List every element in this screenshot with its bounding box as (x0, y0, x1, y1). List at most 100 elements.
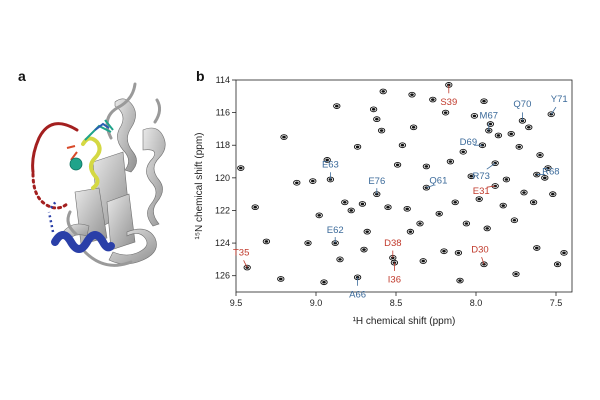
peak (416, 220, 424, 227)
peak-contour-core (405, 207, 409, 211)
peak-contour-core (509, 132, 513, 136)
x-axis-title: ¹H chemical shift (ppm) (353, 316, 456, 327)
assignment-label-e76: E76 (368, 176, 385, 187)
peak-contour-outer (441, 109, 450, 116)
peak-contour-outer (440, 248, 448, 255)
y-tick-label: 126 (215, 271, 230, 281)
peak-contour-outer (358, 201, 367, 207)
peak-contour-core (442, 249, 446, 253)
peak-contour-core (355, 276, 360, 279)
peak-contour-core (375, 117, 379, 121)
assignment-label-q61: Q61 (429, 176, 447, 187)
x-tick-label: 9.5 (230, 298, 243, 308)
leader-r73 (486, 162, 496, 170)
peak (409, 124, 418, 131)
peak-contour-core (279, 277, 283, 281)
peak-contour-outer (435, 210, 443, 217)
peak-contour-outer (451, 199, 459, 206)
peak (377, 127, 386, 134)
peak-contour-outer (491, 183, 499, 189)
peak (541, 174, 549, 181)
peak-contour-core (322, 280, 326, 284)
peak-contour-outer (480, 261, 488, 268)
peak-contour-core (469, 174, 474, 178)
peak-contour-core (493, 184, 498, 188)
peak (277, 276, 285, 282)
peak (475, 196, 483, 202)
y-axis-ticks: 114 116 118 120 122 124 126 (215, 75, 236, 281)
peak (419, 258, 427, 264)
peak-contour-core (424, 165, 429, 168)
peak-contour-outer (304, 240, 312, 246)
peak-contour-core (527, 125, 531, 129)
peak-contour-core (496, 134, 501, 137)
peak-contour-core (504, 178, 509, 181)
peak-contour-outer (544, 165, 552, 171)
leader-e31 (486, 185, 496, 188)
peak-contour-outer (486, 121, 495, 127)
peak (486, 121, 495, 127)
peak (533, 245, 541, 251)
peak (525, 124, 533, 131)
peak (470, 113, 479, 119)
peak (435, 210, 443, 217)
peak-contour-core (386, 205, 390, 209)
ligand (66, 119, 114, 190)
leader-y71 (550, 106, 557, 115)
assignment-label-a66: A66 (349, 289, 366, 300)
peak-contour-outer (459, 148, 467, 155)
peak (336, 256, 344, 263)
peak-contour-core (472, 114, 477, 118)
peak-contour-core (512, 218, 517, 222)
peak-contour-core (360, 202, 365, 206)
plot-frame (235, 79, 573, 293)
peak-contour-core (517, 145, 521, 149)
peak (358, 201, 367, 207)
peak-contour-outer (494, 132, 503, 139)
peak-contour-outer (323, 157, 331, 163)
peak-contour-core (295, 181, 299, 185)
peaks-layer (237, 82, 568, 286)
peak (441, 109, 450, 116)
peak-contour-core (411, 125, 416, 129)
peak (280, 134, 288, 140)
peak-contour-core (453, 201, 458, 204)
leader-q61 (426, 184, 434, 189)
peak-contour-core (381, 90, 385, 93)
assignment-label-d69: D69 (460, 137, 477, 148)
peak-contour-core (400, 143, 405, 147)
peak (237, 165, 245, 171)
peak-contour-core (379, 129, 384, 132)
peak-contour-outer (373, 116, 381, 122)
peak-contour-outer (280, 134, 288, 140)
hsqc-spectrum-chart: S39 M67 Q70 Y71 D69 R73 R68 E63 E76 Q61 E31 E62 D38 D… (194, 75, 573, 327)
peak-contour-core (477, 197, 482, 201)
assignment-label-s39: S39 (440, 97, 457, 108)
peak-contour-outer (363, 228, 371, 235)
peak (560, 250, 568, 256)
protein-structure-illustration (31, 82, 166, 267)
peak-contour-outer (369, 106, 378, 113)
x-tick-label: 7.5 (550, 298, 563, 308)
peak-contour-outer (470, 113, 479, 119)
peak-contour-outer (341, 199, 349, 206)
peak (494, 132, 503, 139)
peak-contour-core (335, 104, 339, 108)
peak-contour-outer (309, 178, 317, 184)
y-tick-label: 124 (215, 238, 230, 248)
assignment-label-q70: Q70 (513, 99, 531, 110)
peak-contour-outer (333, 103, 341, 109)
leader-d30 (481, 256, 485, 265)
panel-a-label: a (18, 68, 26, 84)
peak-contour-outer (533, 245, 541, 251)
peak-contour-core (464, 222, 469, 225)
peak-contour-outer (429, 96, 437, 103)
y-axis-title: ¹⁵N chemical shift (ppm) (194, 133, 205, 240)
peak (353, 144, 362, 150)
peak (512, 271, 520, 277)
peak (341, 199, 349, 206)
peak-contour-outer (547, 111, 555, 118)
peak-contour-outer (416, 220, 424, 227)
peak-contour-outer (549, 191, 557, 198)
x-tick-label: 8.0 (470, 298, 483, 308)
